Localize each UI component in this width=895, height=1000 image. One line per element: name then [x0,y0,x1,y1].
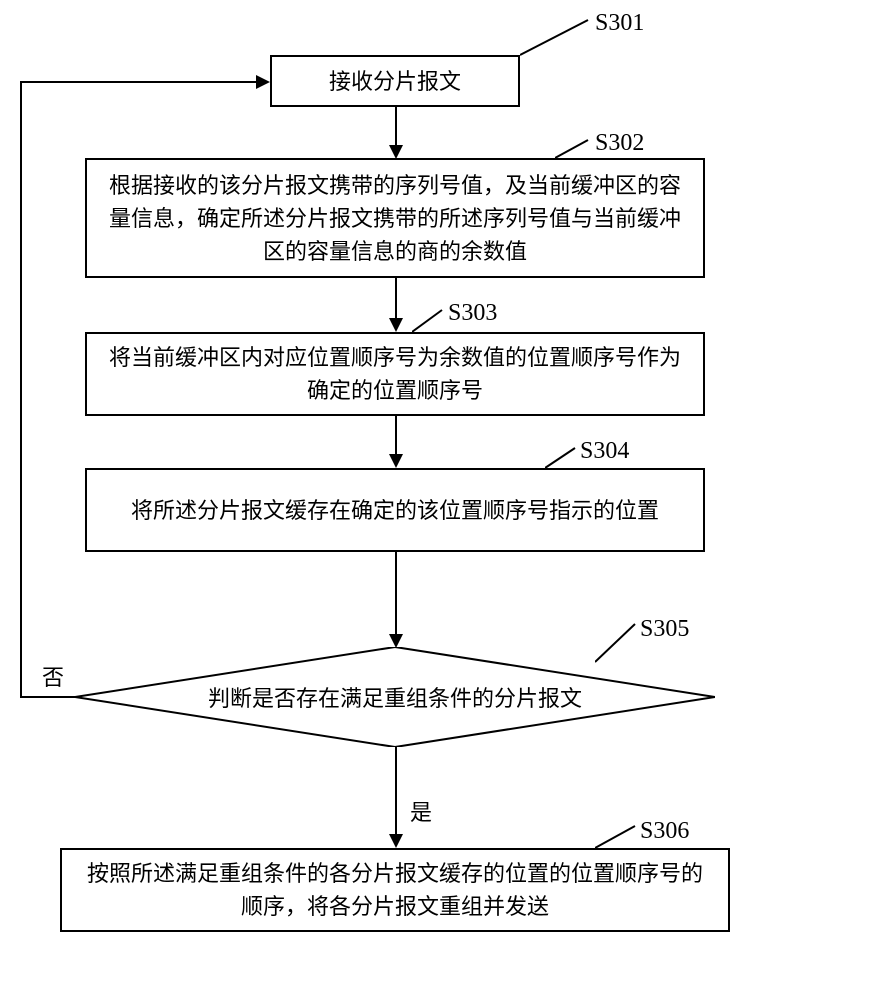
arrowhead-s304-s305 [389,634,403,648]
callout-s302 [555,138,591,160]
node-s305-text: 判断是否存在满足重组条件的分片报文 [208,681,582,713]
node-s301-text: 接收分片报文 [329,65,461,98]
node-s303: 将当前缓冲区内对应位置顺序号为余数值的位置顺序号作为确定的位置顺序号 [85,332,705,416]
label-s301: S301 [595,10,644,37]
loop-v-left [20,81,22,698]
loop-h-bottom [20,696,75,698]
callout-s304 [545,446,579,470]
arrowhead-s303-s304 [389,454,403,468]
node-s302-text: 根据接收的该分片报文携带的序列号值，及当前缓冲区的容量信息，确定所述分片报文携带… [103,169,687,268]
node-s304-text: 将所述分片报文缓存在确定的该位置顺序号指示的位置 [131,494,659,527]
node-s306-text: 按照所述满足重组条件的各分片报文缓存的位置的位置顺序号的顺序，将各分片报文重组并… [78,857,712,923]
node-s306: 按照所述满足重组条件的各分片报文缓存的位置的位置顺序号的顺序，将各分片报文重组并… [60,848,730,932]
node-s302: 根据接收的该分片报文携带的序列号值，及当前缓冲区的容量信息，确定所述分片报文携带… [85,158,705,278]
label-s303: S303 [448,300,497,327]
arrow-s304-s305 [395,552,397,636]
edge-label-yes: 是 [410,795,432,827]
loop-h-top [20,81,258,83]
edge-label-no: 否 [42,660,64,692]
arrow-s303-s304 [395,416,397,456]
arrowhead-s305-s306 [389,834,403,848]
label-s304: S304 [580,438,629,465]
node-s301: 接收分片报文 [270,55,520,107]
node-s303-text: 将当前缓冲区内对应位置顺序号为余数值的位置顺序号作为确定的位置顺序号 [103,341,687,407]
arrow-s305-s306 [395,747,397,837]
label-s305: S305 [640,616,689,643]
callout-s306 [595,824,637,850]
label-s302: S302 [595,130,644,157]
node-s304: 将所述分片报文缓存在确定的该位置顺序号指示的位置 [85,468,705,552]
arrowhead-s301-s302 [389,145,403,159]
node-s305: 判断是否存在满足重组条件的分片报文 [75,647,715,747]
label-s306: S306 [640,818,689,845]
callout-s301 [520,18,590,58]
callout-s303 [412,308,446,334]
arrow-s301-s302 [395,107,397,147]
arrowhead-loop [256,75,270,89]
arrowhead-s302-s303 [389,318,403,332]
arrow-s302-s303 [395,278,397,320]
flowchart-container: 接收分片报文 S301 根据接收的该分片报文携带的序列号值，及当前缓冲区的容量信… [0,0,895,1000]
